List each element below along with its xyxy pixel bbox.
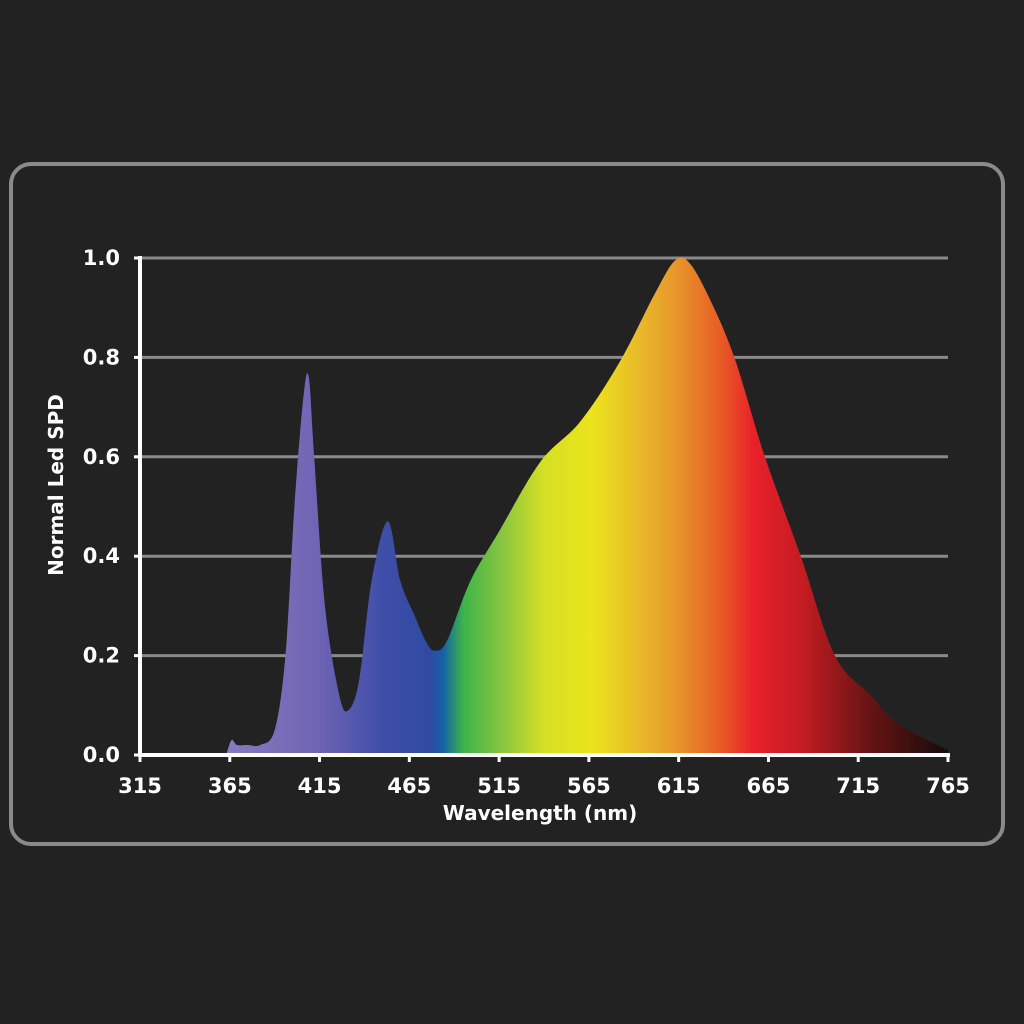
x-tick-label: 615 [657,774,701,798]
y-axis-label: Normal Led SPD [44,394,68,576]
chart-frame [9,162,1005,846]
x-tick-label: 315 [118,774,162,798]
x-tick-label: 465 [387,774,431,798]
x-tick-label: 565 [567,774,611,798]
x-tick-label: 365 [208,774,252,798]
y-tick-label: 0.8 [83,345,120,369]
y-tick-label: 0.0 [83,743,120,767]
y-tick-label: 0.4 [83,544,120,568]
x-tick-label: 765 [926,774,970,798]
spd-area [226,257,949,755]
y-tick-label: 0.2 [83,644,120,668]
x-tick-label: 715 [836,774,880,798]
y-tick-label: 1.0 [83,246,120,270]
y-tick-label: 0.6 [83,445,120,469]
x-axis-label: Wavelength (nm) [443,801,638,825]
x-tick-label: 665 [747,774,791,798]
x-tick-label: 415 [298,774,342,798]
x-tick-label: 515 [477,774,521,798]
